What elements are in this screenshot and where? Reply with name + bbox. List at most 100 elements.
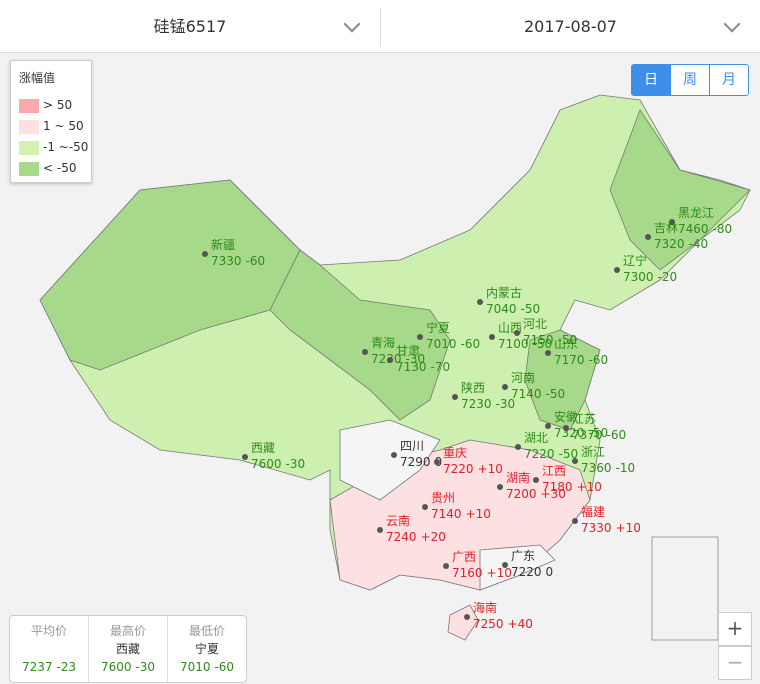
zoom-in[interactable]: + bbox=[718, 612, 752, 646]
legend-title: 涨幅值 bbox=[19, 71, 56, 85]
province-dot bbox=[669, 219, 675, 225]
province-change: -50 bbox=[559, 447, 579, 461]
date: 2017-08-07 bbox=[524, 17, 617, 36]
province-value: 7140 -50 bbox=[511, 387, 565, 401]
province-dot bbox=[443, 563, 449, 569]
province-dot bbox=[563, 425, 569, 431]
province-dot bbox=[362, 349, 368, 355]
legend-label: > 50 bbox=[43, 98, 73, 112]
province-change: 0 bbox=[546, 565, 554, 579]
province-price: 7130 bbox=[396, 360, 427, 374]
province-value: 7130 -70 bbox=[396, 360, 450, 374]
province-price: 7250 bbox=[473, 617, 504, 631]
province-change: -60 bbox=[589, 353, 609, 367]
province-value: 7140 +10 bbox=[431, 507, 491, 521]
province-value: 7360 -10 bbox=[581, 461, 635, 475]
province-value: 7160 +10 bbox=[452, 566, 512, 580]
legend-item[interactable]: > 50 bbox=[19, 98, 73, 113]
province-price: 7100 bbox=[498, 337, 529, 351]
stat-label: 最高价 bbox=[109, 624, 146, 638]
region-northwest bbox=[269, 249, 451, 421]
province-name: 湖北 bbox=[524, 430, 548, 445]
province-price: 7160 bbox=[452, 566, 483, 580]
stat-change: -23 bbox=[56, 660, 76, 674]
legend-label: < -50 bbox=[43, 161, 77, 175]
legend-item[interactable]: -1 ~-50 bbox=[19, 140, 89, 155]
province-dot bbox=[489, 334, 495, 340]
province-change: +40 bbox=[508, 617, 533, 631]
province-price: 7330 bbox=[581, 521, 612, 535]
province-dot bbox=[545, 350, 551, 356]
province-name: 重庆 bbox=[443, 446, 467, 460]
day-button[interactable]: 日 bbox=[632, 65, 670, 95]
stat: 最低价 宁夏 7010 -60 bbox=[167, 616, 246, 682]
header: 硅锰6517 2017-08-07 bbox=[0, 0, 760, 53]
week-button[interactable]: 周 bbox=[670, 65, 709, 95]
province-price: 7600 bbox=[251, 457, 282, 471]
product: 硅锰6517 bbox=[153, 17, 227, 36]
province-dot bbox=[377, 527, 383, 533]
province-name: 甘肃 bbox=[396, 344, 420, 358]
province-price: 7300 bbox=[623, 270, 654, 284]
date-select[interactable]: 2017-08-07 bbox=[381, 0, 760, 52]
province-dot bbox=[464, 614, 470, 620]
month-button[interactable]: 月 bbox=[709, 65, 748, 95]
region-guangdong bbox=[479, 544, 556, 591]
zoom-out[interactable]: − bbox=[718, 646, 752, 680]
province-value: 7180 +10 bbox=[542, 480, 602, 494]
province-price: 7010 bbox=[426, 337, 457, 351]
province-value: 7040 -50 bbox=[486, 302, 540, 316]
province-change: -50 bbox=[589, 426, 609, 440]
province-name: 贵州 bbox=[431, 491, 455, 505]
province-dot bbox=[497, 484, 503, 490]
province-dot bbox=[533, 477, 539, 483]
province-value: 7170 -60 bbox=[554, 353, 608, 367]
province-name: 江西 bbox=[542, 464, 566, 478]
region-east bbox=[524, 329, 601, 431]
province-name: 辽宁 bbox=[623, 253, 647, 268]
province-change: +10 bbox=[466, 507, 491, 521]
product-select[interactable]: 硅锰6517 bbox=[0, 0, 380, 52]
province-name: 吉林 bbox=[654, 221, 678, 235]
province-dot bbox=[434, 459, 440, 465]
legend-item[interactable]: < -50 bbox=[19, 161, 77, 176]
province-value: 7250 +40 bbox=[473, 617, 533, 631]
province-value: 7320 -40 bbox=[654, 237, 708, 251]
province-value: 7150 -50 bbox=[523, 333, 577, 347]
province-name: 河北 bbox=[523, 317, 547, 331]
province-price: 7180 bbox=[542, 480, 573, 494]
province-value: 7460 -80 bbox=[678, 222, 732, 236]
legend-label: 1 ~ 50 bbox=[43, 119, 84, 133]
province-name: 陕西 bbox=[461, 380, 485, 395]
province-change: +10 bbox=[478, 462, 503, 476]
stat: 最高价 西藏 7600 -30 bbox=[88, 616, 167, 682]
province-name: 安徽 bbox=[554, 409, 578, 424]
province-price: 7360 bbox=[581, 461, 612, 475]
province-dot bbox=[645, 234, 651, 240]
legend-label: -1 ~-50 bbox=[43, 140, 89, 154]
province-change: -40 bbox=[689, 237, 709, 251]
province-dot bbox=[391, 452, 397, 458]
province-price: 7290 bbox=[400, 455, 431, 469]
province-change: -20 bbox=[658, 270, 678, 284]
legend-item[interactable]: 1 ~ 50 bbox=[19, 119, 84, 134]
province-price: 7040 bbox=[486, 302, 517, 316]
province-change: -50 bbox=[558, 333, 578, 347]
province-change: -60 bbox=[607, 428, 627, 442]
province-price: 7370 bbox=[572, 428, 603, 442]
province-dot bbox=[202, 251, 208, 257]
province-value: 7600 -30 bbox=[251, 457, 305, 471]
stat-province: 西藏 bbox=[115, 642, 140, 656]
province-change: +20 bbox=[421, 530, 446, 544]
province-name: 宁夏 bbox=[426, 320, 450, 335]
province-dot bbox=[614, 267, 620, 273]
period-buttons: 日 周 月 bbox=[631, 64, 749, 96]
province-value: 7100 -50 bbox=[498, 337, 552, 351]
province-change: -50 bbox=[521, 302, 541, 316]
province-dot bbox=[502, 562, 508, 568]
province-dot bbox=[502, 384, 508, 390]
province-change: -50 bbox=[533, 337, 553, 351]
province-change: +10 bbox=[616, 521, 641, 535]
province-dot bbox=[242, 454, 248, 460]
province-value: 7330 -60 bbox=[211, 254, 265, 268]
